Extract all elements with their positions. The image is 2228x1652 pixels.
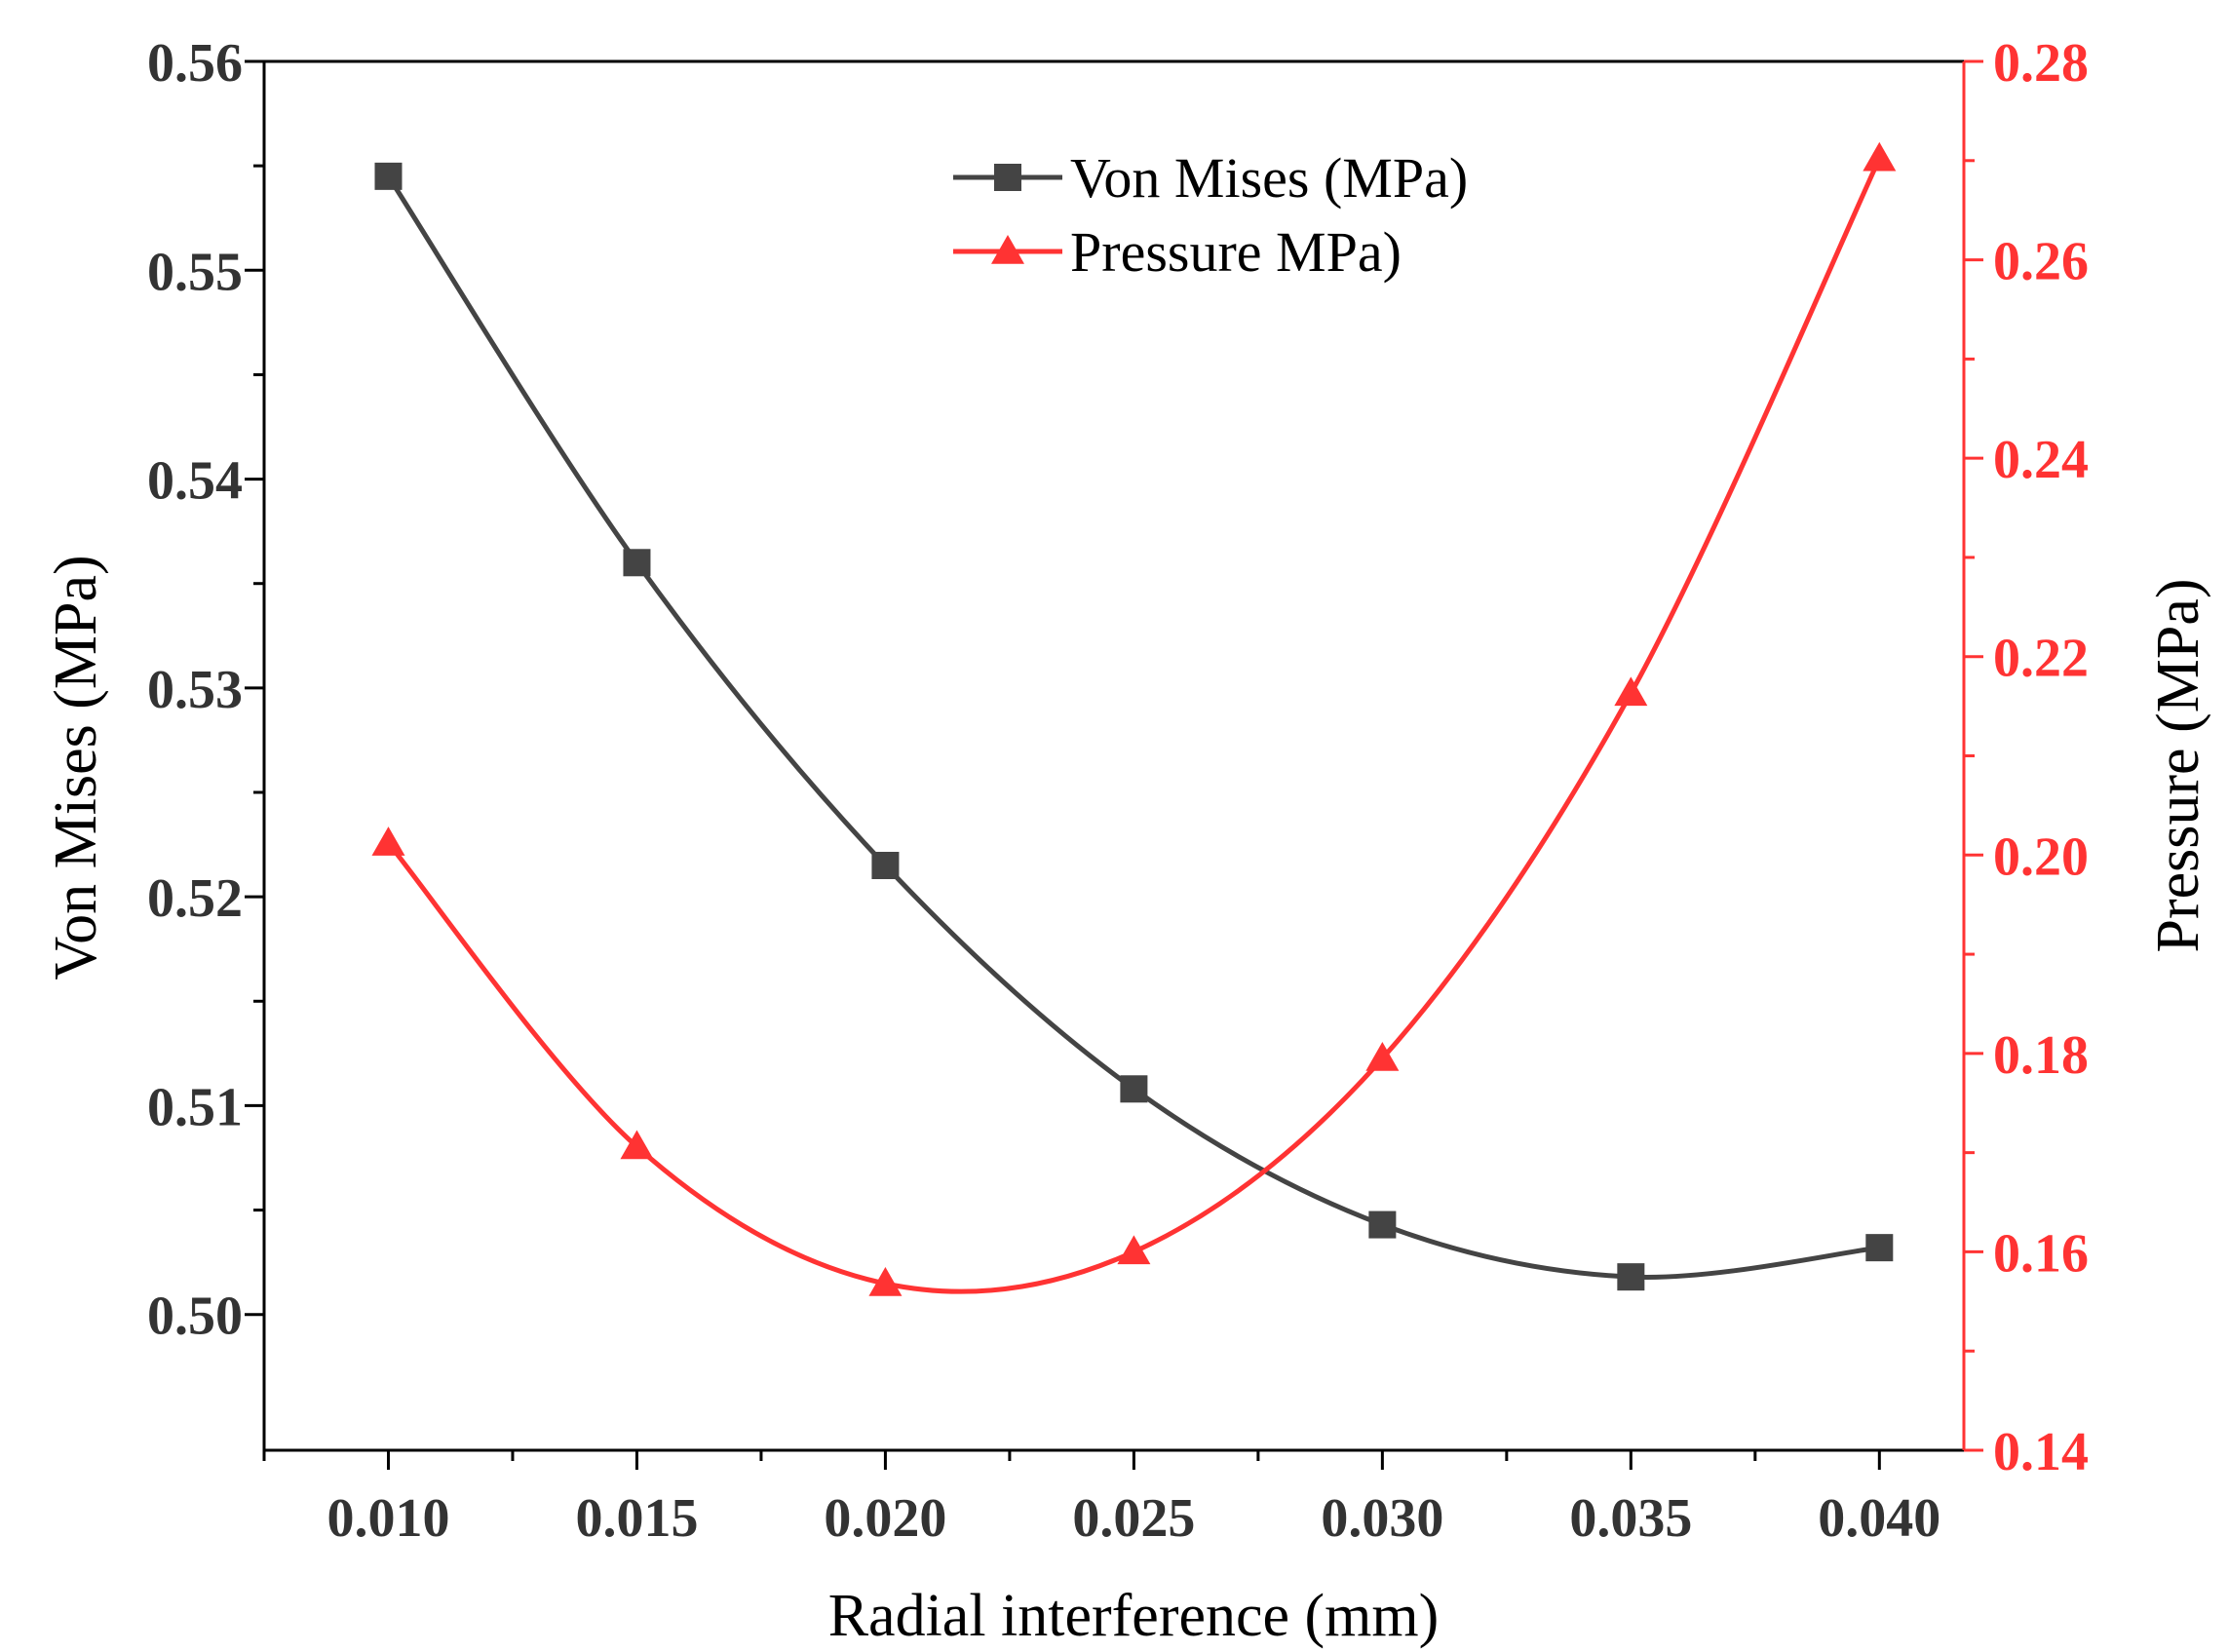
x-tick-label: 0.035	[1569, 1488, 1692, 1549]
left-y-tick-label: 0.50	[147, 1287, 243, 1347]
von-mises-data-point	[1368, 1210, 1397, 1239]
pressure-data-point	[1117, 1235, 1151, 1265]
legend: Von Mises (MPa) Pressure MPa)	[953, 146, 1468, 284]
left-y-tick-label: 0.54	[147, 451, 243, 512]
left-y-tick-label: 0.55	[147, 242, 243, 302]
x-tick-label: 0.025	[1072, 1488, 1195, 1549]
right-y-tick-label: 0.28	[1993, 33, 2089, 94]
pressure-data-point	[1365, 1041, 1400, 1071]
pressure-series-line	[386, 157, 1882, 1294]
series-layer	[371, 141, 1897, 1296]
x-tick-label: 0.010	[327, 1488, 449, 1549]
von-mises-data-point	[871, 852, 900, 879]
right-y-tick-label: 0.16	[1993, 1223, 2089, 1284]
left-y-axis-title: Von Mises (MPa)	[43, 555, 109, 980]
pressure-data-point	[1614, 676, 1648, 707]
pressure-data-point	[371, 826, 405, 856]
left-y-tick-label: 0.53	[147, 660, 243, 720]
x-axis-title: Radial interference (mm)	[828, 1583, 1440, 1649]
x-tick-label: 0.020	[824, 1488, 946, 1549]
x-tick-label: 0.030	[1321, 1488, 1443, 1549]
left-y-tick-label: 0.51	[147, 1077, 243, 1137]
von-mises-data-point	[1120, 1075, 1148, 1103]
axes: 0.010 0.015 0.020 0.025 0.030 0.035 0.040 0.50 0…	[43, 33, 2211, 1649]
right-y-tick-label: 0.14	[1993, 1422, 2089, 1482]
von-mises-data-point	[1617, 1263, 1645, 1291]
left-y-tick-label: 0.56	[147, 33, 243, 94]
pressure-data-point	[620, 1130, 654, 1160]
x-tick-label: 0.015	[575, 1488, 698, 1549]
legend-von-mises-label: Von Mises (MPa)	[1070, 146, 1468, 210]
von-mises-data-point	[374, 162, 403, 190]
right-y-tick-label: 0.22	[1993, 629, 2089, 689]
legend-von-mises-marker	[994, 164, 1021, 191]
right-y-tick-label: 0.24	[1993, 430, 2089, 490]
x-tick-label: 0.040	[1818, 1488, 1940, 1549]
von-mises-data-point	[623, 549, 651, 577]
right-y-axis-title: Pressure (MPa)	[2145, 579, 2211, 953]
left-y-tick-label: 0.52	[147, 868, 243, 929]
pressure-data-point	[868, 1267, 903, 1296]
right-y-tick-label: 0.18	[1993, 1025, 2089, 1086]
legend-pressure-label: Pressure MPa)	[1070, 220, 1402, 284]
von-mises-data-point	[1865, 1234, 1894, 1262]
right-y-tick-label: 0.26	[1993, 232, 2089, 292]
von-mises-series-line	[386, 174, 1880, 1281]
pressure-data-point	[1863, 141, 1897, 172]
legend-pressure-marker	[991, 235, 1024, 264]
right-y-tick-label: 0.20	[1993, 826, 2089, 887]
